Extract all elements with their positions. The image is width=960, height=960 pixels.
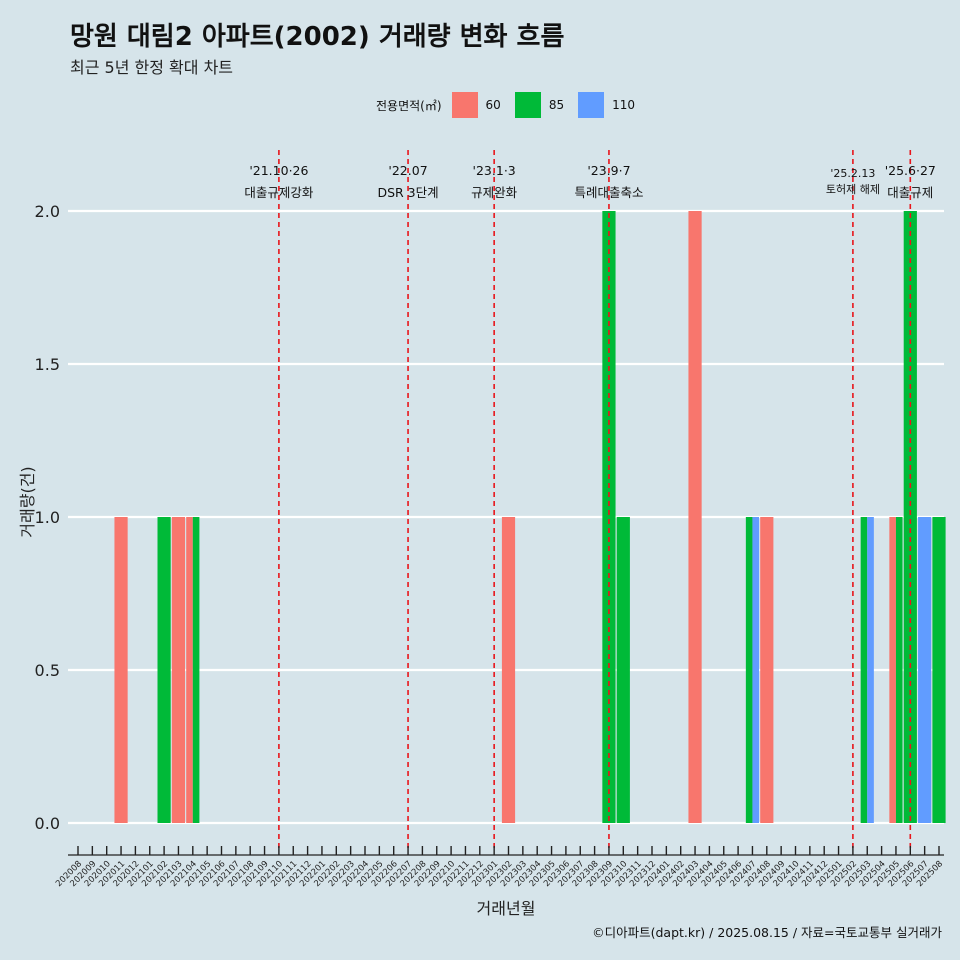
bar-202302-60 bbox=[501, 517, 516, 823]
event-date-label: '25.6·27 bbox=[885, 163, 936, 178]
bar-202506-85 bbox=[903, 211, 917, 823]
event-label: 토허제 해제 bbox=[826, 182, 880, 196]
legend-item-85: 85 bbox=[514, 92, 574, 118]
legend-label-85: 85 bbox=[548, 98, 565, 112]
legend-label-110: 110 bbox=[612, 98, 635, 112]
legend-title: 전용면적(㎡) bbox=[376, 98, 442, 113]
bar-202103-60 bbox=[171, 517, 186, 823]
event-label: 대출규제 bbox=[887, 185, 933, 200]
bar-202403-60 bbox=[688, 211, 702, 823]
legend-swatch-85 bbox=[514, 92, 541, 118]
y-tick-label: 2.0 bbox=[35, 202, 60, 221]
y-tick-label: 1.5 bbox=[35, 355, 60, 374]
event-date-label: '23.9·7 bbox=[587, 163, 630, 178]
event-label: 특례대출축소 bbox=[574, 185, 643, 200]
bar-202310-85 bbox=[616, 517, 630, 823]
y-tick-label: 0.5 bbox=[35, 661, 60, 680]
bar-202503-110 bbox=[867, 517, 874, 823]
legend-swatch-60 bbox=[451, 92, 478, 118]
legend-item-60: 60 bbox=[451, 92, 511, 118]
bar-202011-60 bbox=[114, 517, 128, 823]
bar-202407-85 bbox=[745, 517, 753, 823]
y-tick-label: 0.0 bbox=[35, 814, 60, 833]
bar-202507-110 bbox=[918, 517, 932, 823]
bar-202508-85 bbox=[932, 517, 946, 823]
bar-202102-85 bbox=[157, 517, 171, 823]
x-axis-title: 거래년월 bbox=[477, 899, 536, 918]
event-date-label: '25.2.13 bbox=[830, 167, 875, 180]
legend-item-110: 110 bbox=[578, 92, 645, 118]
y-axis-title: 거래량(건) bbox=[18, 466, 37, 537]
chart-title: 망원 대림2 아파트(2002) 거래량 변화 흐름 bbox=[70, 22, 565, 52]
y-tick-label: 1.0 bbox=[35, 508, 60, 527]
legend: 전용면적(㎡) 60 85 110 bbox=[376, 92, 649, 118]
event-label: 대출규제강화 bbox=[244, 185, 314, 200]
source-caption: ©디아파트(dapt.kr) / 2025.08.15 / 자료=국토교통부 실… bbox=[592, 925, 942, 940]
event-date-label: '23.1·3 bbox=[473, 163, 516, 178]
bar-202104-60 bbox=[186, 517, 193, 823]
event-date-label: '21.10·26 bbox=[249, 163, 308, 178]
bar-202309-85 bbox=[602, 211, 616, 823]
event-label: DSR 3단계 bbox=[377, 185, 438, 200]
bar-202407-110 bbox=[752, 517, 760, 823]
bar-202104-85 bbox=[192, 517, 200, 823]
chart-subtitle: 최근 5년 한정 확대 차트 bbox=[70, 58, 234, 77]
bar-202505-85 bbox=[895, 517, 903, 823]
event-date-label: '22.07 bbox=[388, 163, 427, 178]
legend-label-60: 60 bbox=[485, 98, 501, 112]
bar-202408-60 bbox=[760, 517, 774, 823]
bar-202505-60 bbox=[889, 517, 896, 823]
bar-202503-85 bbox=[860, 517, 868, 823]
legend-swatch-110 bbox=[578, 92, 605, 118]
event-label: 규제완화 bbox=[471, 185, 518, 200]
